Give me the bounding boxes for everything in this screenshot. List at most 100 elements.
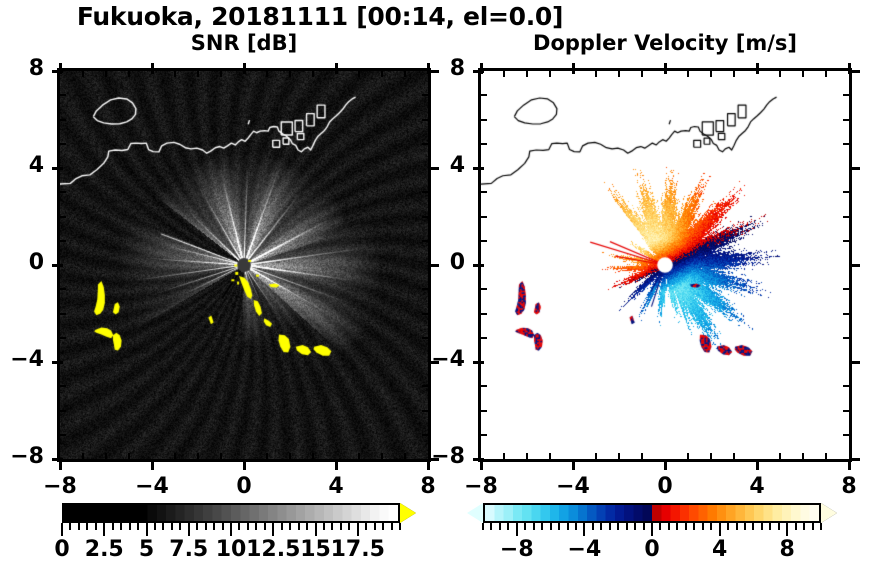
doppler-ytick-major-right [849, 69, 860, 73]
snr-ytick-major-right [428, 360, 439, 364]
snr-xtick-minor [381, 453, 383, 459]
snr-xtick-minor [82, 453, 84, 459]
doppler-xtick-minor-top [526, 71, 528, 77]
doppler-colorbar-tick-minor [769, 523, 772, 530]
doppler-ytick-minor [481, 312, 487, 315]
snr-ytick-major-right [428, 457, 439, 461]
doppler-colorbar-tick-minor [566, 523, 569, 530]
snr-xtick-minor [289, 453, 291, 459]
doppler-colorbar-tick-major [651, 523, 653, 536]
doppler-yticklabel: 4 [449, 153, 465, 178]
doppler-yticklabel: −4 [431, 347, 465, 372]
doppler-ytick-major-right [849, 360, 860, 364]
doppler-colorbar-tick-minor [549, 523, 552, 530]
snr-ytick-minor-right [422, 336, 428, 339]
doppler-ytick-major-right [849, 457, 860, 461]
doppler-colorbar-ticklabel: 4 [711, 537, 728, 562]
doppler-colorbar-tick-minor [608, 523, 611, 530]
doppler-colorbar-tick-minor [743, 523, 746, 530]
doppler-colorbar-tick-minor [811, 523, 814, 530]
doppler-ytick-major [473, 457, 484, 461]
doppler-xticklabel: 8 [841, 474, 857, 499]
doppler-colorbar-tick-minor [482, 523, 484, 530]
snr-plot-area[interactable] [57, 68, 431, 462]
doppler-image [481, 71, 849, 459]
doppler-colorbar[interactable]: −8 −4 0 4 8 [463, 501, 840, 562]
snr-colorbar-ticklabel: 7.5 [169, 537, 209, 562]
snr-xtick-minor [128, 453, 130, 459]
snr-colorbar-labels: 0 2.5 5 7.5 10 12.5 15 17.5 [54, 537, 400, 565]
doppler-colorbar-tick-minor [574, 523, 577, 530]
doppler-colorbar-tick-minor [532, 523, 535, 530]
doppler-ytick-minor [481, 191, 487, 194]
snr-ytick-minor [60, 142, 66, 145]
snr-colorbar-tick-major [356, 523, 359, 536]
doppler-xtick-minor-top [733, 71, 735, 77]
snr-colorbar-tick-minor [213, 523, 216, 530]
doppler-xticklabel: −8 [464, 474, 498, 499]
snr-xticklabel: 0 [236, 474, 252, 499]
snr-ytick-minor [60, 94, 66, 97]
doppler-xtick-major-top [479, 63, 483, 74]
snr-colorbar-tick-major [314, 523, 317, 536]
doppler-xtick-major [755, 459, 759, 470]
snr-ytick-minor [60, 118, 66, 121]
snr-colorbar-tick-major [272, 523, 275, 536]
doppler-colorbar-tick-major [515, 523, 518, 536]
snr-ytick-minor [60, 191, 66, 194]
doppler-colorbar-tick-major [583, 523, 586, 536]
snr-ytick-minor-right [422, 191, 428, 194]
snr-ytick-major-right [428, 263, 439, 267]
snr-colorbar[interactable]: 0 2.5 5 7.5 10 12.5 15 17.5 [54, 501, 419, 562]
snr-xtick-minor [404, 453, 406, 459]
doppler-ytick-minor [481, 433, 487, 436]
snr-colorbar-tick-minor [339, 523, 342, 530]
snr-xtick-major [426, 459, 430, 470]
snr-ytick-major [52, 166, 63, 170]
snr-colorbar-tick-minor [348, 523, 351, 530]
snr-image [60, 71, 428, 459]
snr-yticklabel: −8 [10, 444, 44, 469]
doppler-xticklabel: 0 [657, 474, 673, 499]
snr-yticklabel: −4 [10, 347, 44, 372]
snr-colorbar-ticklabel: 2.5 [84, 537, 124, 562]
doppler-plot-area[interactable] [478, 68, 852, 462]
snr-colorbar-tick-minor [86, 523, 89, 530]
snr-xtick-major [334, 459, 338, 470]
snr-ytick-minor [60, 288, 66, 291]
snr-xtick-major [150, 459, 154, 470]
snr-colorbar-tick-major [145, 523, 148, 536]
doppler-xtick-minor-top [710, 71, 712, 77]
doppler-colorbar-tick-minor [634, 523, 637, 530]
doppler-colorbar-labels: −8 −4 0 4 8 [483, 537, 821, 565]
snr-ytick-minor-right [422, 215, 428, 218]
snr-colorbar-over-arrow [400, 503, 416, 523]
doppler-colorbar-tick-minor [490, 523, 493, 530]
snr-xtick-minor-top [82, 71, 84, 77]
doppler-ytick-minor-right [843, 409, 849, 412]
doppler-xtick-minor [526, 453, 528, 459]
doppler-ytick-minor [481, 385, 487, 388]
snr-xticklabel: −4 [135, 474, 169, 499]
snr-ytick-major [52, 360, 63, 364]
doppler-ytick-minor-right [843, 239, 849, 242]
doppler-ytick-major [473, 360, 484, 364]
snr-colorbar-tick-minor [170, 523, 173, 530]
doppler-colorbar-tick-minor [600, 523, 603, 530]
snr-colorbar-tick-minor [280, 523, 283, 530]
snr-colorbar-tick-minor [77, 523, 80, 530]
snr-ytick-minor [60, 385, 66, 388]
snr-colorbar-tick-minor [153, 523, 156, 530]
doppler-xtick-minor-top [595, 71, 597, 77]
doppler-xtick-minor-top [641, 71, 643, 77]
snr-ytick-minor [60, 336, 66, 339]
snr-xtick-major [58, 459, 62, 470]
doppler-xtick-minor-top [779, 71, 781, 77]
snr-xtick-minor [220, 453, 222, 459]
snr-xtick-minor-top [174, 71, 176, 77]
snr-ytick-minor-right [422, 288, 428, 291]
snr-xticklabel: 4 [328, 474, 344, 499]
snr-xtick-minor [174, 453, 176, 459]
figure-suptitle: Fukuoka, 20181111 [00:14, el=0.0] [76, 2, 564, 31]
doppler-colorbar-ticklabel: −8 [499, 537, 534, 562]
